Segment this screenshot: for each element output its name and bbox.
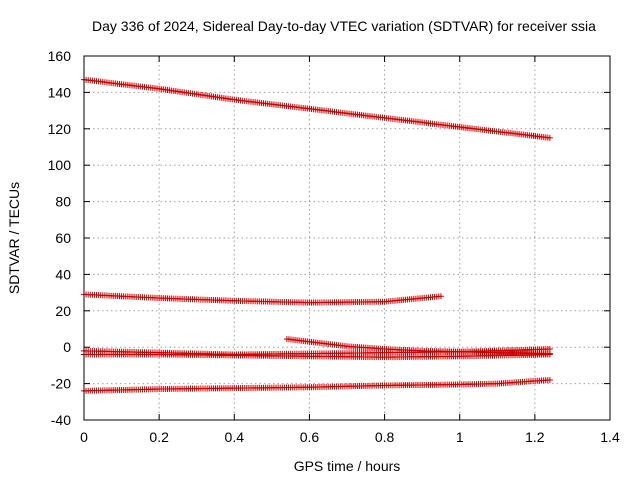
x-tick-label: 0.6: [300, 429, 320, 445]
plot-frame: [83, 55, 611, 421]
data-point: [546, 134, 553, 141]
x-tick-label: 1.2: [525, 429, 545, 445]
series-series-5: [81, 351, 553, 361]
y-axis-label: SDTVAR / TECUs: [6, 182, 22, 294]
series-series-6: [81, 376, 553, 394]
data-point: [437, 293, 444, 300]
x-tick-label: 1: [456, 429, 464, 445]
data-point: [546, 346, 553, 353]
chart-title: Day 336 of 2024, Sidereal Day-to-day VTE…: [92, 18, 596, 34]
x-tick-label: 1.4: [600, 429, 620, 445]
y-tick-label: -40: [51, 412, 71, 428]
y-tick-label: 20: [55, 303, 71, 319]
y-tick-label: 60: [55, 230, 71, 246]
y-tick-label: -20: [51, 376, 71, 392]
y-tick-label: 100: [48, 157, 72, 173]
y-tick-label: 120: [48, 121, 72, 137]
x-tick-label: 0.8: [375, 429, 395, 445]
y-tick-label: 0: [63, 339, 71, 355]
series-series-1: [81, 76, 553, 141]
data-point: [546, 351, 553, 358]
series-series-2: [81, 291, 444, 306]
x-tick-label: 0.2: [149, 429, 169, 445]
x-tick-label: 0: [80, 429, 88, 445]
x-tick-label: 0.4: [225, 429, 245, 445]
data-markers: [81, 76, 553, 394]
y-tick-label: 140: [48, 84, 72, 100]
y-tick-label: 160: [48, 48, 72, 64]
y-tick-label: 80: [55, 194, 71, 210]
x-axis-label: GPS time / hours: [294, 458, 401, 474]
y-tick-label: 40: [55, 266, 71, 282]
tick-labels: 0 0.2 0.4 0.6 0.8 1 1.2 1.4 -40 -20 0 20 40 60 80 100 12…: [48, 48, 620, 445]
data-point: [546, 376, 553, 383]
